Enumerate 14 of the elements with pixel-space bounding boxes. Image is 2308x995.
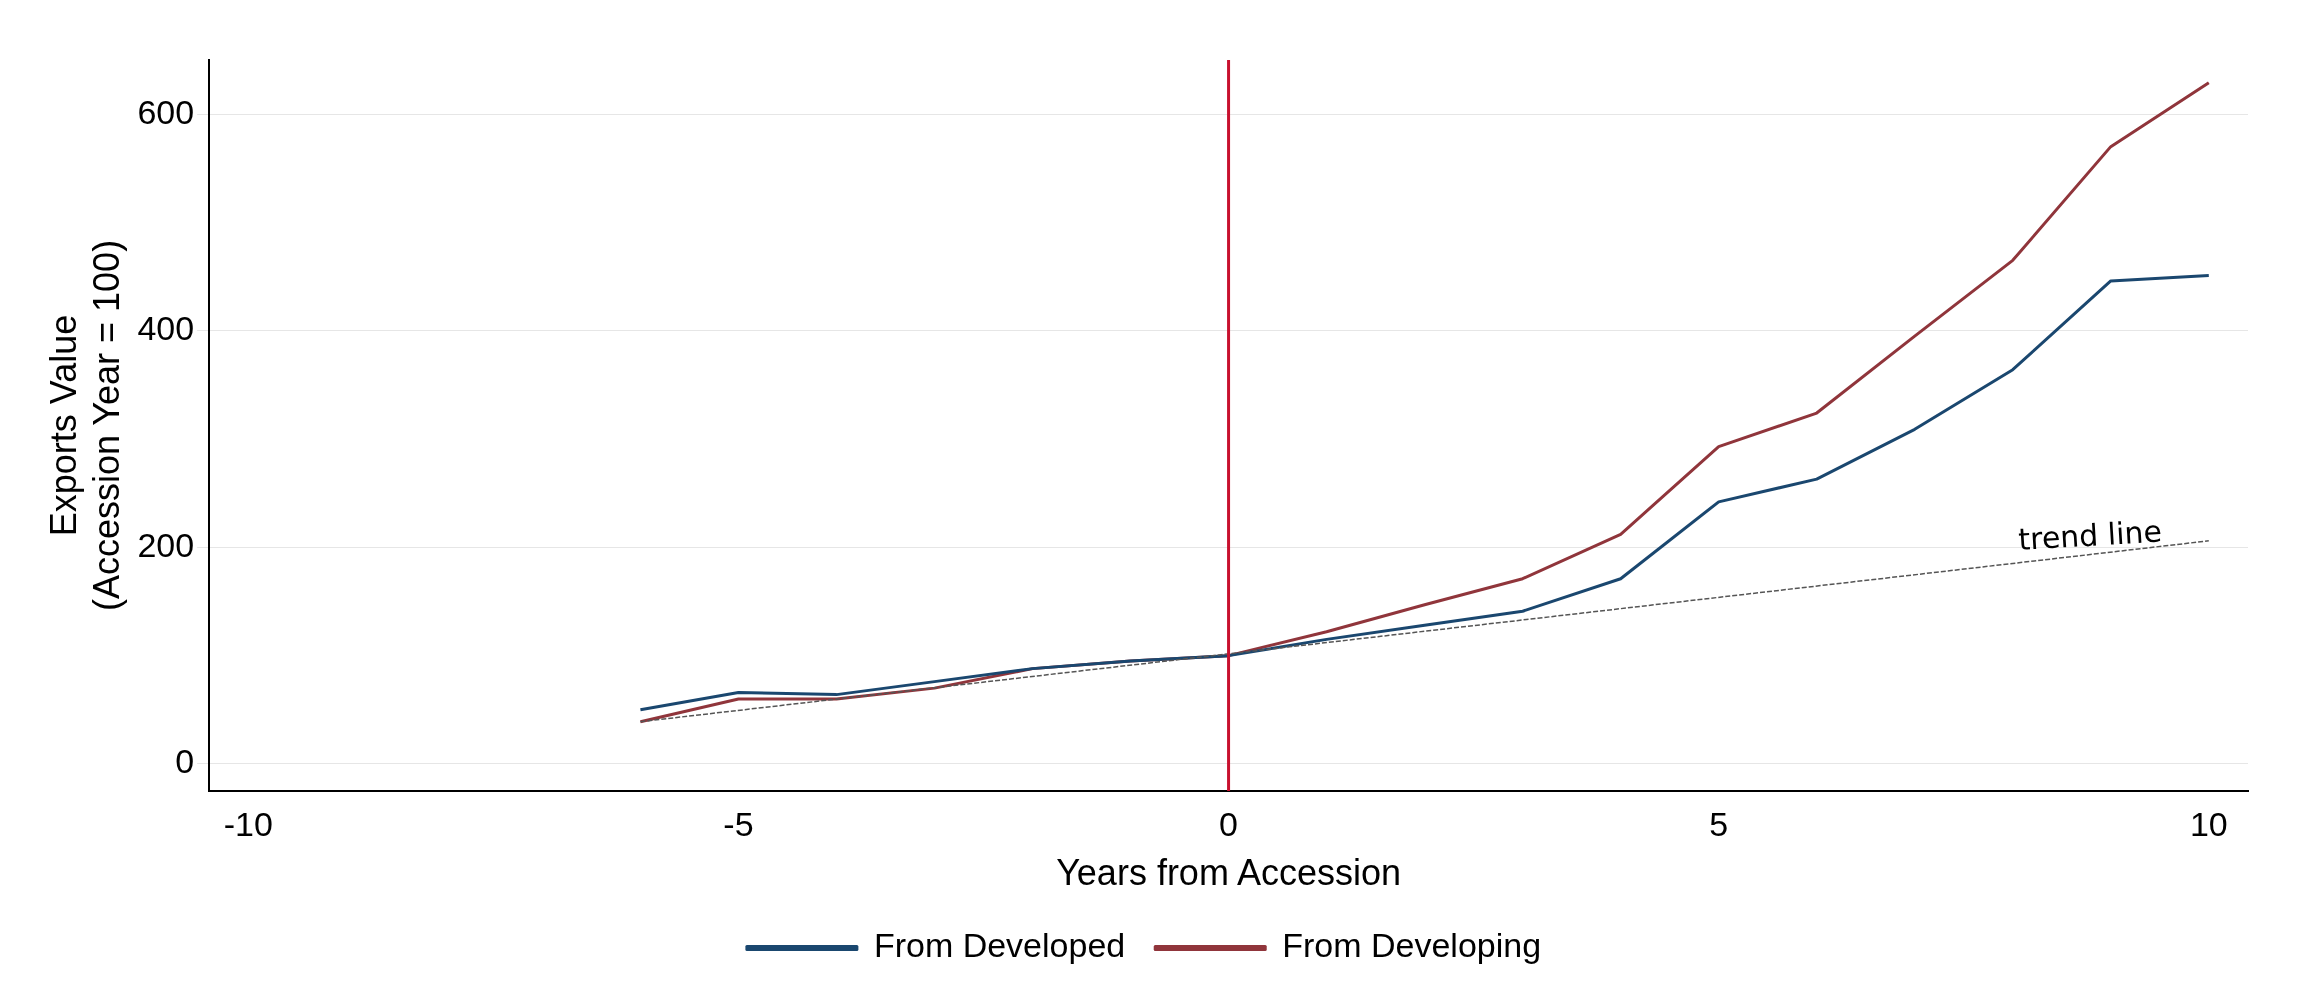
- y-tick-label: 200: [137, 525, 195, 564]
- y-axis-title: Exports Value (Accession Year = 100): [42, 239, 127, 612]
- y-tick-label: 0: [175, 742, 195, 781]
- legend-label: From Developed: [873, 926, 1126, 965]
- x-tick-label: -5: [723, 804, 754, 843]
- x-tick-label: 10: [2189, 804, 2228, 843]
- annotation: trend line: [2017, 513, 2163, 558]
- x-axis-title: Years from Accession: [1056, 852, 1401, 894]
- legend-label: From Developing: [1282, 926, 1542, 965]
- x-tick-label: 5: [1709, 804, 1729, 843]
- y-tick-label: 600: [137, 92, 195, 131]
- y-tick-label: 400: [137, 309, 195, 348]
- x-tick-label: -10: [223, 804, 273, 843]
- x-tick-label: 0: [1219, 804, 1239, 843]
